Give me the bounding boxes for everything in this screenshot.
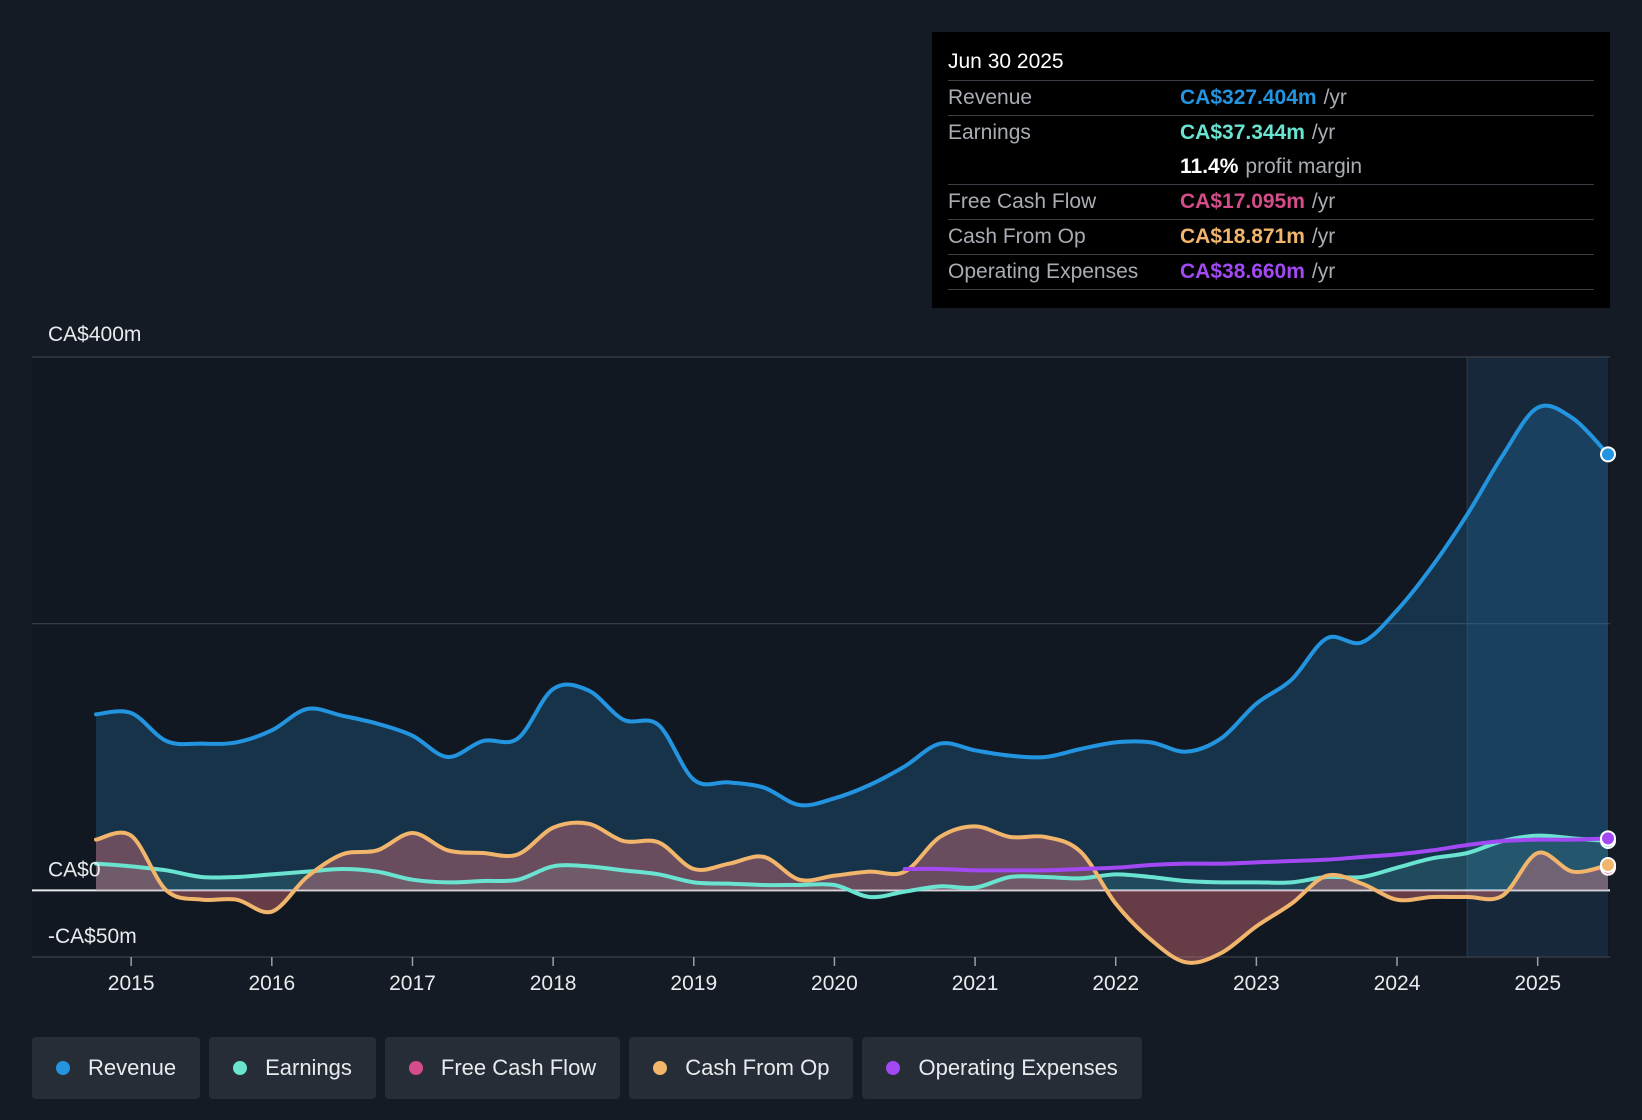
legend-item-cash-from-op[interactable]: Cash From Op	[629, 1037, 854, 1099]
legend-label-operating-expenses: Operating Expenses	[918, 1055, 1118, 1080]
line-revenue	[94, 403, 1610, 808]
end-dot-cash-from-op	[1600, 857, 1616, 873]
tooltip-label-cfo: Cash From Op	[948, 225, 1086, 248]
legend-item-earnings[interactable]: Earnings	[209, 1037, 376, 1099]
tooltip-row-revenue: Revenue CA$327.404m /yr	[948, 81, 1594, 116]
tooltip-value-fcf: CA$17.095m	[1180, 190, 1305, 213]
tooltip-label-fcf: Free Cash Flow	[948, 190, 1097, 213]
legend-item-revenue[interactable]: Revenue	[32, 1037, 201, 1099]
tooltip-unit-opex: /yr	[1311, 260, 1336, 283]
y-tick-label-0: CA$0	[48, 858, 101, 881]
tooltip-value-opex: CA$38.660m	[1180, 260, 1305, 283]
x-tick-label-2024: 2024	[1374, 972, 1421, 995]
legend-label-revenue: Revenue	[88, 1055, 177, 1080]
tooltip-value-cfo: CA$18.871m	[1180, 225, 1305, 248]
area-free-cash-flow	[96, 822, 1608, 963]
legend-label-free-cash-flow: Free Cash Flow	[440, 1055, 597, 1080]
legend-dot-revenue	[56, 1061, 70, 1075]
legend-label-earnings: Earnings	[265, 1055, 352, 1080]
tooltip-unit-cfo: /yr	[1311, 225, 1336, 248]
tooltip-row-margin: 11.4% profit margin	[948, 150, 1594, 185]
x-tick-label-2017: 2017	[389, 972, 436, 995]
tooltip-value-revenue: CA$327.404m	[1180, 86, 1317, 109]
x-tick-label-2019: 2019	[670, 972, 717, 995]
tooltip-label-opex: Operating Expenses	[948, 260, 1139, 283]
x-tick-label-2015: 2015	[108, 972, 155, 995]
tooltip-row-fcf: Free Cash Flow CA$17.095m /yr	[948, 185, 1594, 220]
y-tick-label-400: CA$400m	[48, 323, 141, 346]
x-tick-label-2021: 2021	[952, 972, 999, 995]
x-tick-label-2023: 2023	[1233, 972, 1280, 995]
end-dot-revenue	[1600, 446, 1616, 463]
highlight-region	[1467, 357, 1608, 957]
tooltip-label-earnings: Earnings	[948, 121, 1031, 144]
tooltip-margin-label: profit margin	[1245, 155, 1363, 178]
line-operating-expenses	[902, 836, 1610, 873]
legend-item-operating-expenses[interactable]: Operating Expenses	[862, 1037, 1142, 1099]
tooltip-row-opex: Operating Expenses CA$38.660m /yr	[948, 255, 1594, 290]
line-earnings	[94, 833, 1610, 900]
legend-item-free-cash-flow[interactable]: Free Cash Flow	[384, 1037, 621, 1099]
area-revenue	[96, 405, 1608, 891]
tooltip-unit-fcf: /yr	[1311, 190, 1336, 213]
x-tick-label-2018: 2018	[530, 972, 577, 995]
x-tick-label-2022: 2022	[1092, 972, 1139, 995]
line-cash-from-op	[94, 820, 1610, 965]
tooltip-row-earnings: Earnings CA$37.344m /yr	[948, 116, 1594, 150]
chart-legend: Revenue Earnings Free Cash Flow Cash Fro…	[32, 1037, 1142, 1099]
area-cash-from-op	[96, 822, 1608, 963]
x-tick-label-2020: 2020	[811, 972, 858, 995]
x-tick-label-2016: 2016	[248, 972, 295, 995]
legend-label-cash-from-op: Cash From Op	[685, 1055, 830, 1080]
tooltip-date: Jun 30 2025	[948, 44, 1594, 81]
tooltip-unit-earnings: /yr	[1311, 121, 1336, 144]
legend-dot-operating-expenses	[886, 1061, 901, 1075]
legend-dot-earnings	[233, 1061, 248, 1075]
end-dot-operating-expenses	[1600, 830, 1616, 847]
tooltip-panel: Jun 30 2025 Revenue CA$327.404m /yr Earn…	[932, 32, 1610, 308]
tooltip-label-revenue: Revenue	[948, 86, 1033, 109]
tooltip-margin-value: 11.4%	[1180, 155, 1239, 178]
x-tick-label-2025: 2025	[1514, 972, 1561, 995]
tooltip-value-earnings: CA$37.344m	[1180, 121, 1305, 144]
y-tick-label--50: -CA$50m	[48, 925, 137, 948]
legend-dot-free-cash-flow	[408, 1061, 423, 1075]
tooltip-unit-revenue: /yr	[1323, 86, 1347, 109]
tooltip-row-cfo: Cash From Op CA$18.871m /yr	[948, 220, 1594, 255]
legend-dot-cash-from-op	[653, 1061, 668, 1075]
